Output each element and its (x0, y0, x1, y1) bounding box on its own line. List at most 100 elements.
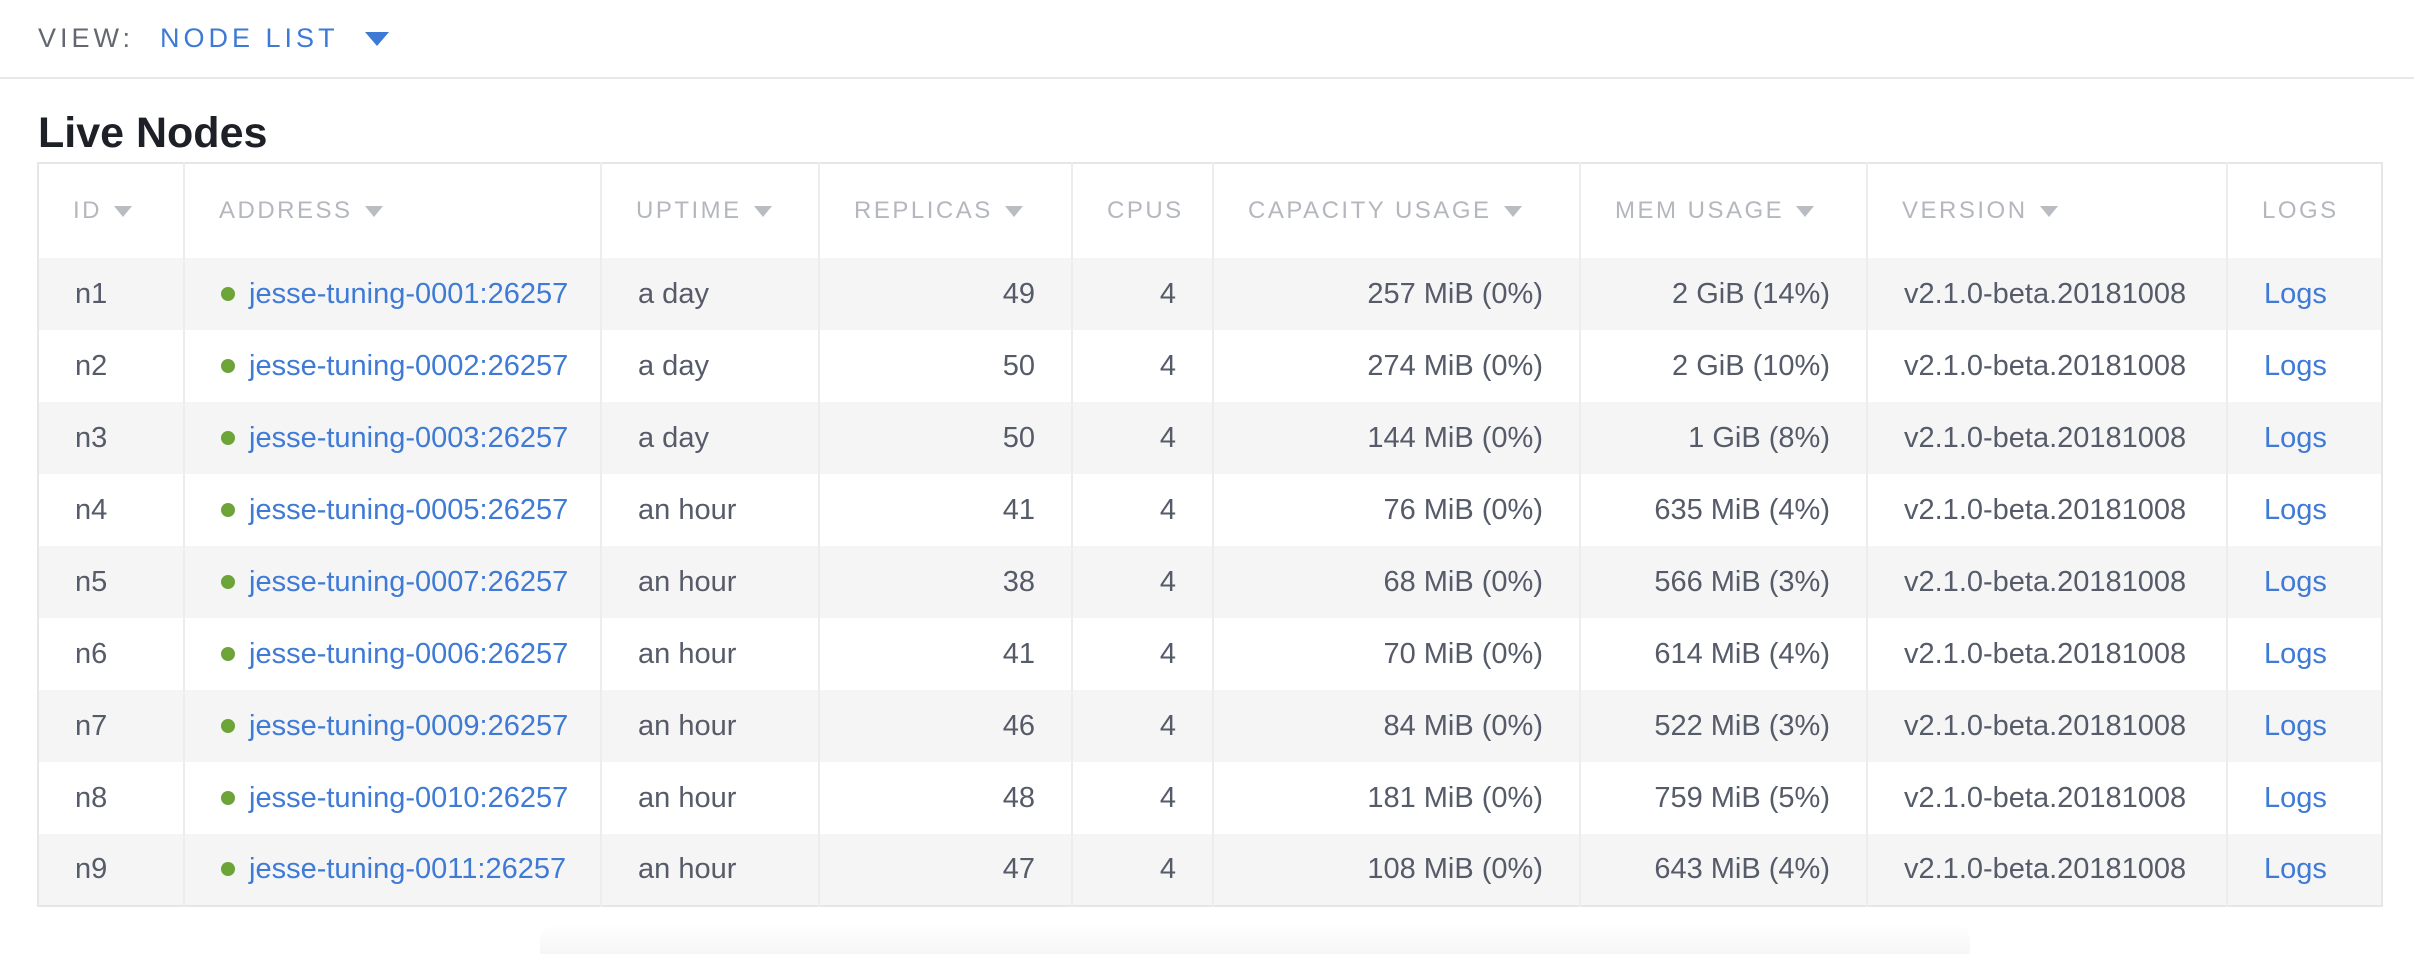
cell-version: v2.1.0-beta.20181008 (1867, 690, 2228, 762)
cell-logs: Logs (2227, 258, 2382, 330)
cell-capacity: 274 MiB (0%) (1213, 330, 1581, 402)
table-row: n1 jesse-tuning-0001:26257 a day 49 4 257 MiB… (38, 258, 2382, 330)
cell-uptime: an hour (601, 618, 820, 690)
column-header-address[interactable]: ADDRESS (184, 163, 602, 258)
column-header-capacity[interactable]: CAPACITY USAGE (1213, 163, 1581, 258)
cell-logs: Logs (2227, 474, 2382, 546)
node-address-link[interactable]: jesse-tuning-0005:26257 (249, 493, 569, 526)
node-address-link[interactable]: jesse-tuning-0002:26257 (249, 349, 569, 382)
cell-id: n1 (38, 258, 185, 330)
table-row: n5 jesse-tuning-0007:26257 an hour 38 4 68 Mi… (38, 546, 2382, 618)
cell-version: v2.1.0-beta.20181008 (1867, 618, 2228, 690)
node-status-dot-icon (221, 862, 235, 876)
cell-address: jesse-tuning-0009:26257 (184, 690, 602, 762)
column-header-id[interactable]: ID (38, 163, 185, 258)
cell-logs: Logs (2227, 834, 2382, 906)
cell-id: n3 (38, 402, 185, 474)
table-row: n8 jesse-tuning-0010:26257 an hour 48 4 181 M… (38, 762, 2382, 834)
page-title: Live Nodes (38, 109, 268, 157)
cell-cpus: 4 (1072, 258, 1214, 330)
cell-uptime: an hour (601, 834, 820, 906)
cell-cpus: 4 (1072, 402, 1214, 474)
cell-id: n9 (38, 834, 185, 906)
cell-version: v2.1.0-beta.20181008 (1867, 402, 2228, 474)
node-status-dot-icon (221, 502, 235, 517)
column-header-replicas[interactable]: REPLICAS (819, 163, 1073, 258)
cell-logs: Logs (2227, 690, 2382, 762)
node-address-link[interactable]: jesse-tuning-0007:26257 (249, 565, 569, 598)
cell-mem: 759 MiB (5%) (1580, 762, 1868, 834)
logs-link[interactable]: Logs (2264, 493, 2327, 526)
cell-mem: 635 MiB (4%) (1580, 474, 1868, 546)
column-header-mem[interactable]: MEM USAGE (1580, 163, 1868, 258)
table-row: n7 jesse-tuning-0009:26257 an hour 46 4 84 Mi… (38, 690, 2382, 762)
column-header-version[interactable]: VERSION (1867, 163, 2228, 258)
column-label: VERSION (1902, 197, 2028, 224)
cell-id: n7 (38, 690, 185, 762)
caret-down-icon (364, 31, 389, 46)
view-dropdown[interactable]: NODE LIST (160, 23, 389, 54)
cell-id: n6 (38, 618, 185, 690)
node-status-dot-icon (221, 574, 235, 589)
cell-address: jesse-tuning-0007:26257 (184, 546, 602, 618)
cell-address: jesse-tuning-0005:26257 (184, 474, 602, 546)
table-row: n9 jesse-tuning-0011:26257 an hour 47 4 108 M… (38, 834, 2382, 906)
cell-logs: Logs (2227, 546, 2382, 618)
logs-link[interactable]: Logs (2264, 421, 2327, 454)
node-address-link[interactable]: jesse-tuning-0010:26257 (249, 781, 569, 814)
cell-uptime: an hour (601, 762, 820, 834)
node-status-dot-icon (221, 286, 235, 301)
node-address-link[interactable]: jesse-tuning-0001:26257 (249, 277, 569, 310)
sort-caret-icon (364, 206, 383, 217)
node-address-link[interactable]: jesse-tuning-0011:26257 (249, 853, 567, 885)
node-status-dot-icon (221, 790, 235, 805)
cell-mem: 2 GiB (10%) (1580, 330, 1868, 402)
cell-cpus: 4 (1072, 834, 1214, 906)
logs-link[interactable]: Logs (2264, 781, 2327, 814)
sort-caret-icon (2039, 206, 2058, 217)
logs-link[interactable]: Logs (2264, 277, 2327, 310)
node-status-dot-icon (221, 430, 235, 445)
cell-cpus: 4 (1072, 474, 1214, 546)
cell-version: v2.1.0-beta.20181008 (1867, 834, 2228, 906)
cell-cpus: 4 (1072, 762, 1214, 834)
cell-address: jesse-tuning-0002:26257 (184, 330, 602, 402)
sort-caret-icon (114, 206, 132, 217)
cell-uptime: an hour (601, 546, 820, 618)
cell-cpus: 4 (1072, 330, 1214, 402)
view-selected-value: NODE LIST (160, 23, 339, 53)
cell-replicas: 38 (819, 546, 1073, 618)
table-header-row: ID ADDRESS UPTIME REPLICAS CPUS CAPACITY USAG… (38, 163, 2382, 258)
sort-caret-icon (1004, 206, 1023, 217)
cell-mem: 522 MiB (3%) (1580, 690, 1868, 762)
column-label: REPLICAS (854, 197, 993, 224)
column-label: ADDRESS (219, 197, 353, 224)
view-label: VIEW: (38, 23, 135, 53)
cell-uptime: a day (601, 258, 820, 330)
cell-mem: 1 GiB (8%) (1580, 402, 1868, 474)
column-header-logs: LOGS (2227, 163, 2382, 258)
node-address-link[interactable]: jesse-tuning-0003:26257 (249, 421, 569, 454)
logs-link[interactable]: Logs (2264, 349, 2327, 382)
logs-link[interactable]: Logs (2264, 637, 2327, 670)
node-address-link[interactable]: jesse-tuning-0006:26257 (249, 637, 569, 670)
logs-link[interactable]: Logs (2264, 709, 2327, 742)
column-label: ID (73, 197, 102, 224)
column-label: LOGS (2262, 197, 2339, 224)
column-header-cpus: CPUS (1072, 163, 1214, 258)
cell-logs: Logs (2227, 330, 2382, 402)
cell-id: n4 (38, 474, 185, 546)
logs-link[interactable]: Logs (2264, 853, 2327, 885)
cell-replicas: 50 (819, 330, 1073, 402)
table-row: n3 jesse-tuning-0003:26257 a day 50 4 144 MiB… (38, 402, 2382, 474)
node-address-link[interactable]: jesse-tuning-0009:26257 (249, 709, 569, 742)
logs-link[interactable]: Logs (2264, 565, 2327, 598)
sort-caret-icon (753, 206, 772, 217)
cell-cpus: 4 (1072, 546, 1214, 618)
table-row: n6 jesse-tuning-0006:26257 an hour 41 4 70 Mi… (38, 618, 2382, 690)
column-header-uptime[interactable]: UPTIME (601, 163, 820, 258)
cell-capacity: 144 MiB (0%) (1213, 402, 1581, 474)
cell-uptime: a day (601, 330, 820, 402)
cell-version: v2.1.0-beta.20181008 (1867, 546, 2228, 618)
node-status-dot-icon (221, 646, 235, 661)
